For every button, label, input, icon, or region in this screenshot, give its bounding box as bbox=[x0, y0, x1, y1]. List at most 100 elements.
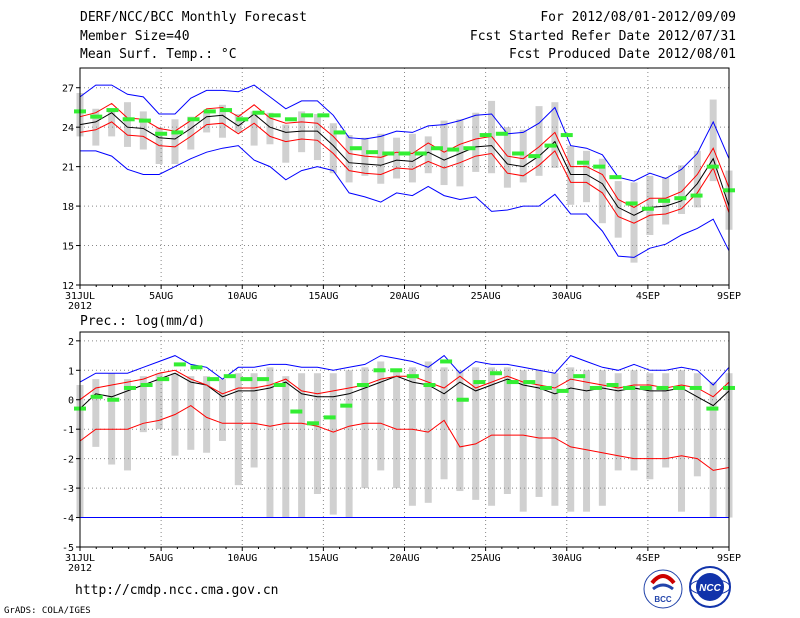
spread-box bbox=[709, 382, 717, 518]
y-tick-label: 18 bbox=[62, 202, 74, 213]
spread-box bbox=[250, 111, 258, 146]
climate-mean-marker bbox=[223, 374, 236, 379]
y-tick-label: -4 bbox=[62, 514, 74, 525]
spread-box bbox=[408, 133, 416, 183]
spread-box bbox=[139, 376, 147, 433]
climate-mean-marker bbox=[155, 131, 168, 136]
climate-mean-marker bbox=[490, 371, 503, 376]
x-tick-label: 31JUL bbox=[65, 553, 95, 564]
spread-box bbox=[472, 367, 480, 500]
y-tick-label: 15 bbox=[62, 242, 74, 253]
x-tick-label: 10AUG bbox=[227, 553, 257, 564]
climate-mean-marker bbox=[306, 421, 319, 426]
x-year-label: 2012 bbox=[68, 301, 92, 312]
spread-box bbox=[424, 136, 432, 174]
climate-mean-marker bbox=[406, 374, 419, 379]
spread-box bbox=[361, 367, 369, 489]
svg-text:BCC: BCC bbox=[654, 595, 672, 604]
x-tick-label: 20AUG bbox=[389, 553, 419, 564]
x-tick-label: 31JUL bbox=[65, 291, 95, 302]
spread-box bbox=[472, 112, 480, 172]
climate-mean-marker bbox=[414, 151, 427, 156]
climate-mean-marker bbox=[390, 368, 403, 373]
climate-mean-marker bbox=[639, 385, 652, 390]
series-mean-1-sd bbox=[79, 121, 730, 224]
x-tick-label: 30AUG bbox=[552, 553, 582, 564]
climate-mean-marker bbox=[556, 388, 569, 393]
climate-mean-marker bbox=[674, 196, 687, 201]
climate-mean-marker bbox=[173, 362, 186, 367]
spread-box bbox=[646, 175, 654, 236]
spread-box bbox=[282, 376, 290, 518]
climate-mean-marker bbox=[187, 117, 200, 122]
grads-credit: GrADS: COLA/IGES bbox=[4, 606, 91, 616]
spread-box bbox=[187, 376, 195, 450]
spread-box bbox=[282, 124, 290, 163]
climate-mean-marker bbox=[690, 193, 703, 198]
y-tick-label: 1 bbox=[68, 366, 74, 377]
climate-mean-marker bbox=[203, 109, 216, 114]
climate-mean-marker bbox=[323, 415, 336, 420]
x-tick-label: 30AUG bbox=[552, 291, 582, 302]
climate-mean-marker bbox=[171, 130, 184, 135]
spread-box bbox=[266, 367, 274, 518]
spread-box bbox=[234, 373, 242, 486]
climate-mean-marker bbox=[609, 175, 622, 180]
y-tick-label: 27 bbox=[62, 84, 74, 95]
spread-box bbox=[519, 129, 527, 183]
spread-box bbox=[567, 145, 575, 205]
y-tick-label: 0 bbox=[68, 396, 74, 407]
climate-mean-marker bbox=[140, 383, 153, 388]
climate-mean-marker bbox=[673, 385, 686, 390]
spread-box bbox=[488, 367, 496, 506]
climate-mean-marker bbox=[123, 385, 136, 390]
series-ensemble-mean bbox=[79, 372, 730, 409]
spread-box bbox=[203, 110, 211, 133]
x-tick-label: 15AUG bbox=[308, 291, 338, 302]
climate-mean-marker bbox=[689, 385, 702, 390]
x-tick-label: 9SEP bbox=[717, 291, 741, 302]
climate-mean-marker bbox=[317, 113, 330, 118]
spread-box bbox=[551, 373, 559, 506]
spread-box bbox=[298, 111, 306, 153]
climate-mean-marker bbox=[273, 383, 286, 388]
x-year-label: 2012 bbox=[68, 563, 92, 574]
climate-mean-marker bbox=[625, 201, 638, 206]
series-mean-1-sd bbox=[79, 405, 730, 471]
climate-mean-marker bbox=[593, 164, 606, 169]
spread-box bbox=[408, 367, 416, 506]
climate-mean-marker bbox=[523, 380, 536, 385]
climate-mean-marker bbox=[190, 365, 203, 370]
spread-box bbox=[329, 373, 337, 515]
climate-mean-marker bbox=[366, 150, 379, 155]
climate-mean-marker bbox=[207, 377, 220, 382]
x-tick-label: 25AUG bbox=[471, 291, 501, 302]
climate-mean-marker bbox=[423, 383, 436, 388]
forecast-period: For 2012/08/01-2012/09/09 bbox=[540, 10, 736, 25]
x-tick-label: 10AUG bbox=[227, 291, 257, 302]
climate-mean-marker bbox=[528, 154, 541, 159]
climate-mean-marker bbox=[641, 206, 654, 211]
spread-box bbox=[345, 370, 353, 518]
series-ensemble-min bbox=[80, 145, 730, 258]
spread-box bbox=[630, 370, 638, 471]
logos: BCC NCC bbox=[643, 566, 731, 609]
climate-mean-marker bbox=[512, 151, 525, 156]
x-tick-label: 25AUG bbox=[471, 553, 501, 564]
climate-mean-marker bbox=[236, 117, 249, 122]
spread-box bbox=[108, 373, 116, 465]
spread-box bbox=[583, 150, 591, 203]
climate-mean-marker bbox=[479, 133, 492, 138]
source-url[interactable]: http://cmdp.ncc.cma.gov.cn bbox=[75, 583, 279, 598]
spread-box bbox=[456, 119, 464, 187]
spread-box bbox=[203, 376, 211, 453]
start-date: Fcst Started Refer Date 2012/07/31 bbox=[469, 29, 736, 44]
climate-mean-marker bbox=[447, 147, 460, 152]
climate-mean-marker bbox=[576, 160, 589, 165]
spread-box bbox=[361, 137, 369, 176]
chart-title: DERF/NCC/BCC Monthly Forecast bbox=[80, 10, 307, 25]
spread-box bbox=[693, 150, 701, 208]
svg-text:NCC: NCC bbox=[699, 583, 721, 594]
climate-mean-marker bbox=[333, 130, 346, 135]
